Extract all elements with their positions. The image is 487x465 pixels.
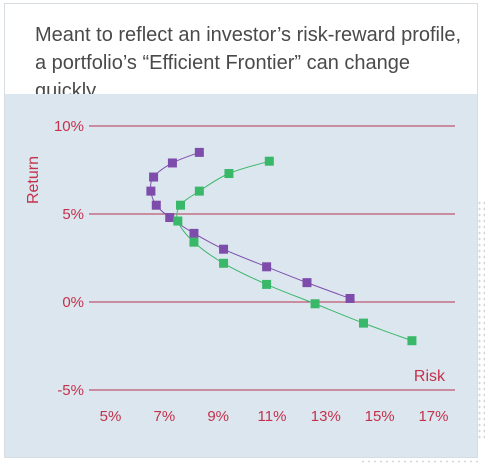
y-tick-label: 10%	[54, 118, 84, 135]
data-point-green	[262, 279, 272, 289]
data-point-green	[219, 258, 229, 268]
data-point-green	[359, 318, 368, 328]
efficient-frontier-chart: 10% 5% 0% -5% 5% 7% 9% 11% 13% 15% 17% Return Risk	[25, 118, 455, 425]
x-tick-label: 7%	[154, 408, 176, 425]
data-point-green	[176, 200, 185, 210]
data-point-green	[407, 336, 417, 346]
x-tick-label: 13%	[311, 408, 341, 425]
data-point-purple	[262, 262, 272, 272]
chart-header: Meant to reflect an investor’s risk-rewa…	[5, 4, 477, 102]
x-tick-label: 15%	[365, 408, 395, 425]
x-tick-label: 11%	[258, 408, 287, 425]
plot-area: 10% 5% 0% -5% 5% 7% 9% 11% 13% 15% 17% Return Risk	[5, 94, 477, 457]
y-tick-label: 5%	[62, 206, 84, 223]
y-axis-label: Return	[25, 156, 42, 204]
chart-card: Meant to reflect an investor’s risk-rewa…	[4, 3, 478, 458]
data-point-purple	[194, 147, 204, 157]
y-tick-label: -5%	[57, 382, 84, 399]
decorative-dots-bottom	[360, 459, 480, 465]
x-tick-label: 9%	[207, 408, 229, 425]
data-point-purple	[165, 213, 175, 223]
data-point-purple	[345, 293, 355, 303]
data-point-green	[264, 156, 274, 166]
series-line-green	[176, 160, 413, 342]
data-point-green	[173, 216, 183, 226]
y-tick-label: 0%	[62, 294, 84, 311]
data-point-purple	[151, 200, 161, 210]
data-point-purple	[302, 278, 312, 288]
data-point-purple	[146, 186, 156, 196]
x-axis-label: Risk	[414, 368, 446, 385]
data-point-purple	[219, 244, 229, 254]
data-point-purple	[167, 158, 177, 168]
chart-title: Meant to reflect an investor’s risk-rewa…	[35, 24, 462, 102]
data-point-green	[310, 299, 320, 309]
x-tick-label: 17%	[418, 408, 448, 425]
data-point-purple	[189, 228, 199, 238]
data-point-green	[194, 186, 204, 196]
data-point-green	[189, 237, 199, 247]
data-point-green	[224, 169, 234, 179]
decorative-dots	[477, 200, 485, 440]
data-point-purple	[149, 172, 159, 182]
x-tick-label: 5%	[100, 408, 122, 425]
